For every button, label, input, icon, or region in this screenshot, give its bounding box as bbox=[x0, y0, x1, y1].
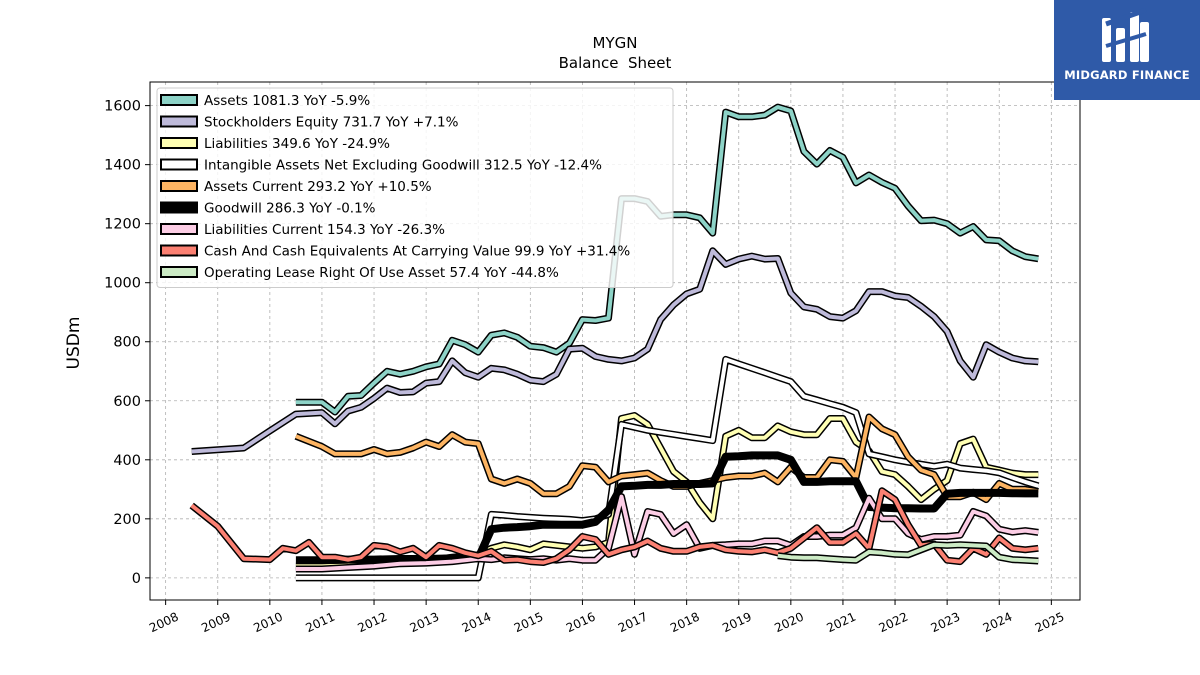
series-line-operating-lease-right-of-use-asset bbox=[777, 542, 1039, 563]
legend-entry: Stockholders Equity 731.7 YoY +7.1% bbox=[204, 115, 459, 131]
series-layer bbox=[189, 103, 1040, 582]
series-line-cash-and-cash-equivalents-at-carrying-value bbox=[190, 488, 1039, 565]
legend-entry: Liabilities Current 154.3 YoY -26.3% bbox=[204, 222, 445, 238]
legend-entry: Assets 1081.3 YoY -5.9% bbox=[204, 93, 370, 109]
series-line-stockholders-equity bbox=[191, 248, 1039, 454]
legend-entry: Operating Lease Right Of Use Asset 57.4 … bbox=[204, 265, 559, 281]
legend-entry: Liabilities 349.6 YoY -24.9% bbox=[204, 136, 390, 152]
legend-swatch bbox=[160, 244, 198, 257]
brand-name: MIDGARD FINANCE bbox=[1064, 68, 1190, 82]
chart-title: MYGN bbox=[593, 34, 638, 52]
series-line-assets bbox=[295, 105, 1039, 414]
series-line-intangible-assets-net-excluding-goodwill bbox=[295, 357, 1039, 580]
legend-entry: Cash And Cash Equivalents At Carrying Va… bbox=[204, 244, 630, 260]
legend-entry: Goodwill 286.3 YoY -0.1% bbox=[204, 201, 376, 217]
legend-swatch bbox=[160, 94, 198, 106]
legend-swatch bbox=[160, 223, 198, 235]
y-tick-label: 200 bbox=[113, 512, 141, 528]
brand-logo: MIDGARD FINANCE bbox=[1054, 0, 1200, 100]
y-tick-label: 800 bbox=[113, 335, 141, 351]
y-axis-label: USDm bbox=[64, 317, 84, 370]
y-tick-label: 1000 bbox=[104, 276, 141, 292]
legend-swatch bbox=[160, 115, 198, 128]
y-tick-label: 400 bbox=[113, 453, 141, 469]
legend-swatch bbox=[160, 180, 198, 192]
y-tick-label: 1200 bbox=[104, 217, 141, 233]
midgard-logo-icon bbox=[1102, 7, 1149, 62]
legend-entry: Intangible Assets Net Excluding Goodwill… bbox=[204, 158, 602, 174]
series-line-goodwill bbox=[295, 451, 1039, 565]
legend: Assets 1081.3 YoY -5.9% Stockholders Equi… bbox=[156, 87, 674, 288]
y-tick-label: 1400 bbox=[104, 158, 141, 174]
legend-swatch bbox=[160, 266, 198, 278]
legend-swatch bbox=[160, 137, 198, 149]
y-tick-label: 1600 bbox=[104, 99, 141, 115]
legend-swatch bbox=[160, 158, 198, 171]
legend-box bbox=[156, 87, 674, 288]
y-tick-label: 0 bbox=[132, 571, 141, 587]
plot-frame bbox=[149, 81, 1081, 601]
legend-swatch bbox=[160, 201, 198, 214]
legend-entry: Assets Current 293.2 YoY +10.5% bbox=[204, 179, 432, 195]
series-line-liabilities bbox=[295, 413, 1039, 569]
y-tick-label: 600 bbox=[113, 394, 141, 410]
chart-subtitle: Balance Sheet bbox=[559, 54, 672, 72]
